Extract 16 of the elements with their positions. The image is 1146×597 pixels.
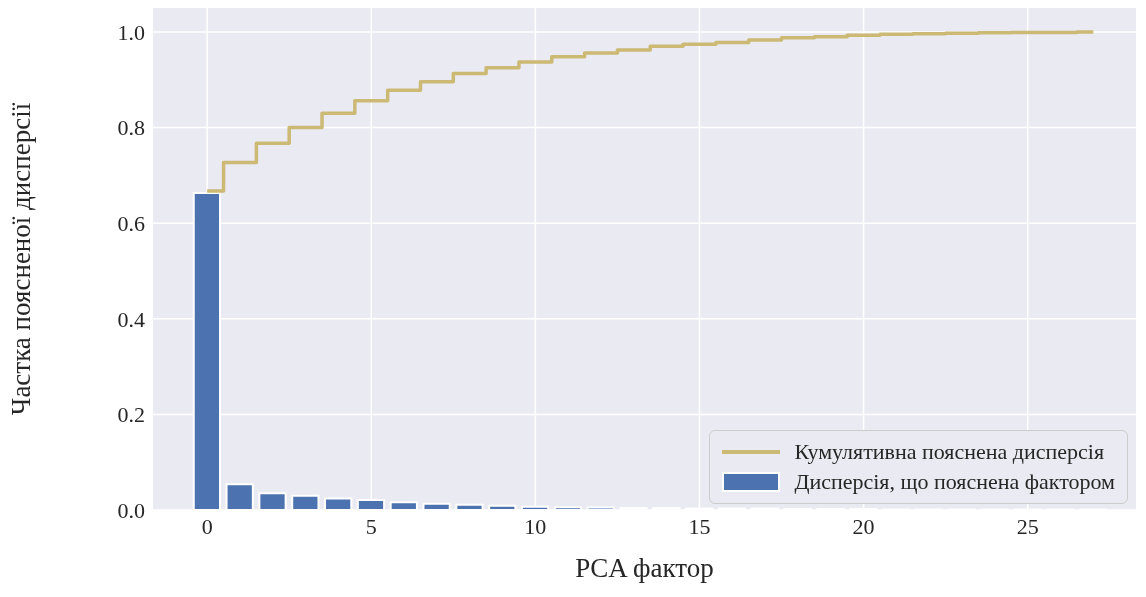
x-tick-label: 10 xyxy=(524,513,547,539)
y-tick-label: 0.8 xyxy=(117,115,145,141)
legend-label: Дисперсія, що пояснена фактором xyxy=(794,469,1115,495)
x-tick-label: 5 xyxy=(365,513,377,539)
y-tick-label: 0.4 xyxy=(117,306,145,332)
x-tick-label: 20 xyxy=(852,513,875,539)
y-tick-label: 0.2 xyxy=(117,402,145,428)
x-tick-label: 25 xyxy=(1016,513,1039,539)
y-tick-label: 1.0 xyxy=(117,19,145,45)
x-tick-label: 0 xyxy=(201,513,213,539)
y-axis-title: Частка поясненої дисперсії xyxy=(5,102,36,416)
y-tick-label: 0.0 xyxy=(117,497,145,523)
x-tick-label: 15 xyxy=(688,513,711,539)
y-tick-label: 0.6 xyxy=(117,210,145,236)
legend-label: Кумулятивна пояснена дисперсія xyxy=(794,439,1105,465)
x-axis-title: PCA фактор xyxy=(575,553,714,583)
